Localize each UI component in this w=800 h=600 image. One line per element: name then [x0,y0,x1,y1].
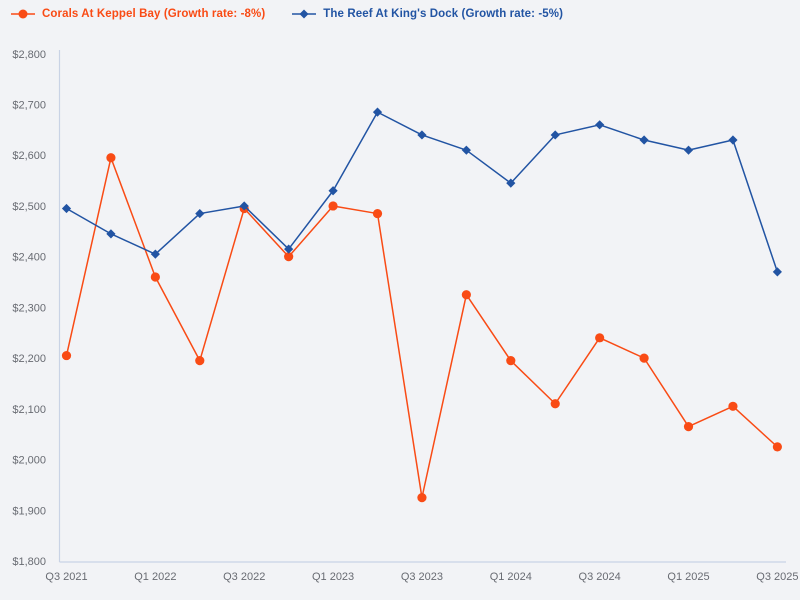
chart-legend: Corals At Keppel Bay (Growth rate: -8%) … [10,8,563,20]
data-point-marker [595,120,605,130]
data-point-marker [772,442,782,452]
y-tick-label: $2,000 [12,455,46,467]
data-point-marker [728,135,738,145]
legend-label: The Reef At King's Dock (Growth rate: -5… [323,8,564,20]
data-point-marker [461,145,471,155]
x-tick-label: Q3 2025 [756,571,798,583]
data-point-marker [772,267,782,277]
data-point-marker [284,244,294,254]
data-point-marker [683,145,694,155]
data-point-marker [239,201,249,211]
data-point-marker [284,252,294,262]
y-tick-label: $2,300 [12,302,46,314]
y-tick-label: $2,500 [12,201,46,213]
data-point-marker [150,272,160,282]
data-point-marker [417,493,427,503]
data-point-marker [506,178,516,188]
legend-item-corals-at-keppel-bay[interactable]: Corals At Keppel Bay (Growth rate: -8%) [10,8,265,20]
data-point-marker [106,229,116,239]
circle-marker-icon [11,9,35,19]
legend-label: Corals At Keppel Bay (Growth rate: -8%) [42,8,266,20]
x-tick-label: Q3 2023 [401,571,443,583]
series-line-0 [65,157,779,499]
data-point-marker [328,186,338,196]
y-tick-label: $2,200 [12,353,46,365]
data-point-marker [550,130,560,140]
x-tick-label: Q3 2022 [223,571,265,583]
data-point-marker [106,153,116,163]
y-tick-label: $2,400 [12,252,46,264]
data-point-marker [372,208,383,219]
data-point-marker [728,401,738,411]
data-point-marker [639,353,649,363]
y-tick-label: $1,900 [12,505,46,517]
legend-item-reef-at-kings-dock[interactable]: The Reef At King's Dock (Growth rate: -5… [291,8,563,20]
y-tick-label: $1,800 [12,556,46,568]
x-tick-label: Q1 2025 [667,571,709,583]
data-point-marker [195,356,205,366]
data-point-marker [639,135,649,145]
y-tick-label: $2,100 [12,404,46,416]
x-tick-label: Q1 2022 [134,571,176,583]
data-point-marker [61,350,72,361]
data-point-marker [506,356,516,366]
x-tick-label: Q1 2024 [490,571,532,583]
data-point-marker [461,290,471,300]
data-point-marker [417,130,427,140]
data-point-marker [683,421,694,432]
x-tick-label: Q3 2024 [579,571,621,583]
data-point-marker [550,399,560,409]
data-point-marker [195,208,205,219]
x-tick-label: Q1 2023 [312,571,354,583]
data-point-marker [372,107,383,117]
data-point-marker [150,249,160,259]
data-point-marker [61,203,72,214]
y-tick-label: $2,700 [12,100,46,112]
y-tick-label: $2,800 [12,49,46,61]
data-point-marker [328,201,338,211]
y-tick-label: $2,600 [12,150,46,162]
x-tick-label: Q3 2021 [45,571,87,583]
data-point-marker [595,333,605,343]
diamond-marker-icon [292,9,317,19]
